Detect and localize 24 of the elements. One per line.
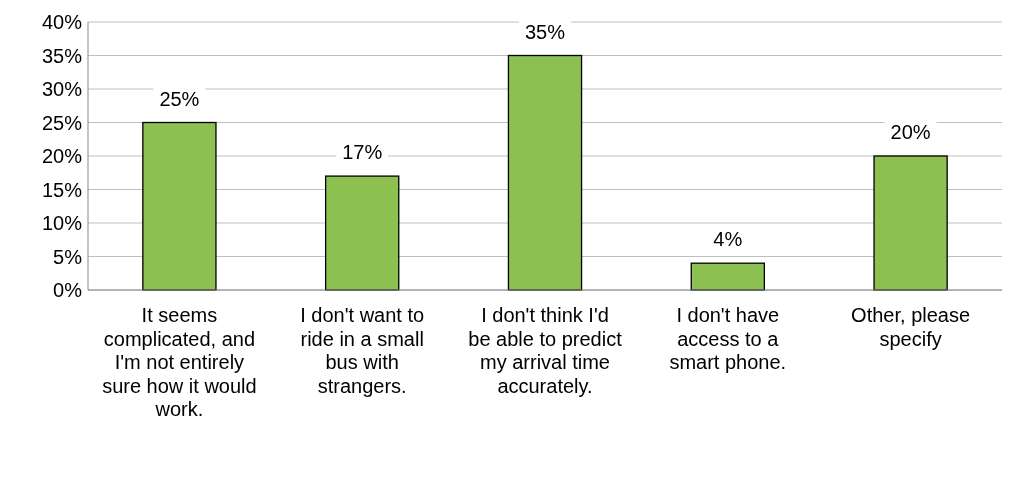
- bar: [324, 175, 400, 291]
- data-label: 25%: [159, 87, 200, 110]
- y-tick-label: 5%: [53, 245, 83, 268]
- y-tick-label: 20%: [41, 145, 83, 167]
- bar: [507, 54, 583, 291]
- y-tick-label: 35%: [41, 44, 83, 67]
- y-tick-label: 25%: [41, 111, 83, 134]
- x-tick-label: I don't have access to a smart phone.: [669, 304, 787, 373]
- y-tick-label: 40%: [41, 11, 83, 33]
- bar: [873, 155, 948, 291]
- data-label: 20%: [890, 121, 931, 143]
- bar: [142, 121, 217, 291]
- bar: [690, 262, 766, 291]
- data-label: 17%: [342, 141, 383, 164]
- y-tick-label: 10%: [41, 212, 83, 234]
- y-tick-label: 0%: [53, 279, 83, 301]
- y-tick-label: 15%: [41, 178, 83, 201]
- x-tick-label: I don't think I'd be able to predict my arrival time accurately.: [468, 304, 623, 397]
- x-tick-label: It seems complicated, and I'm not entirely sure how it would work.: [102, 304, 257, 420]
- data-label: 4%: [713, 228, 743, 251]
- data-label: 35%: [524, 20, 566, 43]
- x-tick-label: I don't want to ride in a small bus with strangers.: [300, 304, 425, 397]
- y-tick-label: 30%: [41, 78, 83, 100]
- x-tick-label: Other, please specify: [851, 304, 971, 350]
